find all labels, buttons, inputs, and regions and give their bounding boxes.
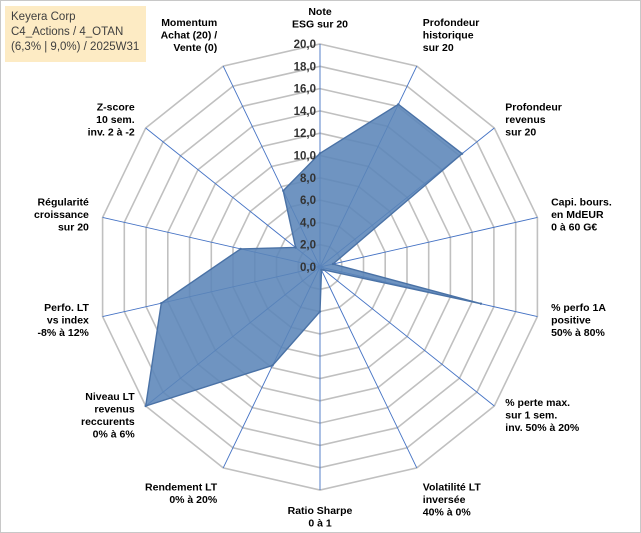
axis-label: 0 à 1	[308, 518, 332, 530]
axis-label: sur 20	[505, 127, 536, 139]
params-text: (6,3% | 9,0%) / 2025W31	[11, 41, 140, 53]
data-point	[271, 364, 274, 367]
data-point	[322, 268, 325, 271]
axis-label: Niveau LT	[85, 391, 135, 403]
axis-label: reccurents	[81, 416, 135, 428]
series	[144, 103, 483, 408]
axis-label: historique	[423, 30, 474, 42]
tick-labels: 0,0 2,0 4,0 6,0 8,0 10,0 12,0 14,0 16,0 18,0 20,0	[294, 39, 316, 274]
axis-label: 50% à 80%	[551, 327, 605, 339]
axis-label: Rendement LT	[145, 482, 218, 494]
company-name: Keyera Corp	[11, 11, 76, 23]
tick-label: 2,0	[300, 240, 316, 252]
tick-label: 12,0	[294, 128, 316, 140]
data-point	[160, 302, 163, 305]
axis-label: inv. 2 à -2	[88, 127, 135, 139]
tick-label: 20,0	[294, 39, 316, 51]
data-point	[320, 268, 323, 272]
axis-label: inversée	[423, 494, 466, 506]
tick-label: 16,0	[294, 84, 316, 96]
axis-label: en MdEUR	[551, 209, 604, 221]
axis-label: croissance	[34, 209, 89, 221]
tick-label: 18,0	[294, 61, 316, 73]
axis-label: -8% à 12%	[38, 327, 90, 339]
tick-label: 8,0	[300, 173, 316, 185]
axis-label: vs index	[47, 315, 89, 327]
axis-label: ESG sur 20	[292, 19, 348, 31]
axis-label: 10 sem.	[96, 114, 135, 126]
axis-line	[319, 266, 495, 407]
data-point	[479, 302, 483, 305]
axis-label: positive	[551, 315, 591, 327]
axis-label: Profondeur	[505, 102, 562, 114]
data-point	[282, 189, 285, 192]
info-box: Keyera Corp C4_Actions / 4_OTAN (6,3% | …	[5, 6, 146, 62]
tick-label: 10,0	[294, 151, 316, 163]
axis-label: sur 20	[58, 222, 89, 234]
axis-label: Perfo. LT	[44, 302, 89, 314]
tick-label: 6,0	[300, 195, 316, 207]
axis-label: revenus	[94, 403, 134, 415]
data-point	[318, 152, 322, 155]
axis-label: Z-score	[97, 102, 135, 114]
data-point	[294, 246, 297, 249]
data-point	[331, 262, 335, 266]
axis-label: 0% à 6%	[93, 428, 136, 440]
axis-label: Régularité	[38, 197, 90, 209]
portfolio-name: C4_Actions / 4_OTAN	[11, 26, 124, 38]
data-point	[397, 103, 400, 106]
tick-label: 14,0	[294, 106, 316, 118]
axis-label: Note	[308, 6, 331, 18]
axis-label: Ratio Sharpe	[288, 505, 353, 517]
axis-label: inv. 50% à 20%	[505, 422, 580, 434]
axis-label: Volatilité LT	[423, 482, 482, 494]
axis-label: 40% à 0%	[423, 507, 472, 519]
axis-label: Capi. bours.	[551, 197, 612, 209]
axis-label: Momentum	[161, 17, 217, 29]
axis-label: sur 1 sem.	[505, 410, 557, 422]
axis-label: revenus	[505, 114, 545, 126]
tick-label: 4,0	[300, 217, 316, 229]
axis-line	[319, 266, 418, 469]
tick-label: 0,0	[300, 262, 316, 274]
axis-label: % perte max.	[505, 397, 570, 409]
data-point	[318, 310, 322, 313]
axis-line	[145, 127, 321, 268]
axis-label: % perfo 1A	[551, 302, 606, 314]
axis-label: Profondeur	[423, 17, 480, 29]
axis-line	[319, 216, 538, 268]
axis-label: 0% à 20%	[169, 494, 218, 506]
data-point	[144, 404, 147, 408]
axis-label: Vente (0)	[173, 42, 217, 54]
axis-label: sur 20	[423, 42, 454, 54]
axis-label: Achat (20) /	[161, 30, 218, 42]
data-point	[460, 152, 464, 155]
axis-label: 0 à 60 G€	[551, 222, 597, 234]
data-point	[239, 247, 242, 251]
